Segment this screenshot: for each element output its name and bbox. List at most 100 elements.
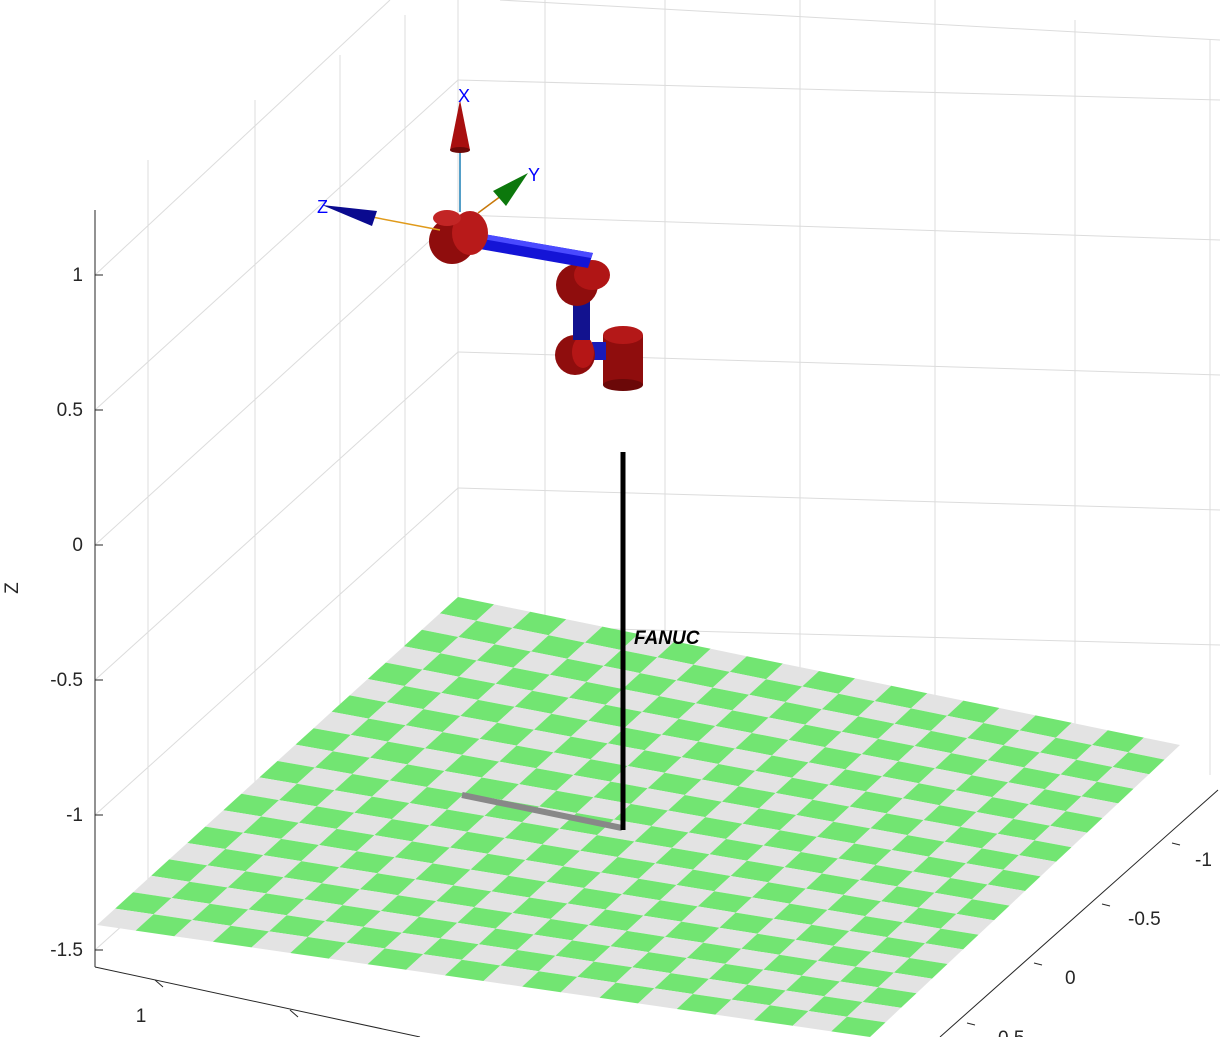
floor-tile — [630, 788, 685, 811]
z-axis-tick-labels: 1 0.5 0 -0.5 -1 -1.5 — [50, 265, 83, 961]
floor-tile — [792, 1011, 847, 1032]
floor-tile — [261, 800, 317, 823]
floor-tile — [692, 978, 748, 1000]
floor-tile — [752, 882, 806, 904]
floor-tile — [894, 708, 948, 731]
floor-tile — [657, 641, 711, 665]
floor-tile — [367, 662, 423, 686]
floor-tile — [359, 873, 416, 896]
floor-tile — [725, 948, 780, 970]
floor-tile — [135, 914, 193, 937]
floor-tile — [331, 695, 387, 719]
floor-tile — [370, 741, 425, 765]
floor-tile — [516, 729, 571, 753]
floor-tile — [789, 888, 844, 910]
floor-tile — [441, 676, 496, 700]
floor-tile — [808, 747, 862, 770]
floor-tile — [556, 775, 611, 798]
floor-tile — [1060, 759, 1113, 782]
z-axis-ticks — [95, 274, 103, 951]
floor-tile — [833, 931, 888, 952]
y-tick-label: -0.5 — [1128, 909, 1161, 930]
floor-tile — [907, 820, 961, 842]
floor-tile — [731, 984, 786, 1006]
floor-tile — [796, 799, 850, 822]
floor-tile — [972, 884, 1025, 906]
floor-tile — [845, 754, 899, 777]
floor-tile — [912, 856, 966, 878]
floor-tile — [336, 812, 392, 836]
y-tick-label: 0.5 — [998, 1028, 1024, 1037]
floor-tile — [476, 644, 531, 668]
floor-tile — [1050, 811, 1103, 833]
floor-tile — [577, 961, 633, 983]
floor-tile — [423, 692, 478, 716]
floor-tile — [225, 832, 282, 856]
floor-tile — [460, 699, 515, 723]
floor-tile — [881, 886, 935, 908]
floor-tile — [457, 907, 513, 929]
floor-tile — [621, 634, 675, 658]
floor-tile — [334, 774, 390, 797]
floor-tile — [875, 850, 929, 872]
floor-tile — [476, 604, 531, 628]
floor-tile — [768, 702, 822, 725]
floor-tile — [838, 678, 892, 702]
floor-tile — [763, 830, 817, 852]
floor-tile — [617, 841, 672, 864]
floor-tile — [878, 723, 931, 746]
floor-tile — [613, 803, 668, 826]
robot-link-2 — [573, 300, 590, 340]
floor-tile — [771, 740, 826, 763]
floor-tile — [251, 931, 308, 953]
floor-tile — [483, 965, 539, 987]
floor-tile — [245, 855, 302, 878]
floor-tile — [795, 924, 850, 946]
floor-tile — [902, 783, 956, 806]
floor-tile — [800, 836, 855, 859]
floor-tile — [709, 839, 764, 861]
floor-tile — [726, 823, 780, 846]
floor-tile — [549, 658, 604, 682]
floor-tile — [422, 653, 477, 677]
floor-tile — [640, 657, 694, 681]
floor-tile — [474, 891, 530, 913]
floor-tile — [281, 822, 337, 845]
robot-arm[interactable] — [429, 210, 643, 391]
floor-tile — [676, 994, 732, 1015]
x-tick-label: 1 — [136, 1006, 147, 1027]
floor-tile — [732, 694, 786, 718]
floor-tile — [918, 768, 972, 791]
floor-tile — [779, 939, 834, 961]
floor-tile — [741, 933, 796, 955]
floor-tile — [1076, 745, 1129, 767]
floor-tile — [678, 703, 733, 726]
floor-tile — [427, 771, 482, 794]
floor-tile — [478, 683, 533, 707]
floor-tile — [622, 673, 677, 697]
floor-tile — [313, 711, 369, 735]
floor-tile — [421, 613, 477, 637]
floor-tile — [947, 700, 1000, 723]
floor-tile — [512, 897, 568, 919]
floor-tile — [1024, 752, 1077, 775]
floor-tile — [442, 716, 498, 739]
floor-tile — [522, 971, 578, 993]
floor-tile — [956, 899, 1010, 921]
floor-tile — [910, 693, 964, 716]
floor-tile — [517, 934, 573, 956]
floor-tile — [599, 982, 655, 1004]
floor-tile — [785, 686, 839, 710]
floor-tile — [567, 642, 622, 666]
z-tick-label: 0 — [72, 535, 83, 556]
floor-tile — [567, 888, 622, 910]
robot-joint-3 — [429, 210, 488, 264]
floor-tile — [887, 922, 941, 944]
floor-tile — [391, 803, 447, 826]
floor-tile — [227, 871, 284, 894]
floor-tile — [859, 865, 913, 887]
floor-tile — [151, 859, 208, 882]
floor-tile — [923, 805, 977, 827]
floor-tile — [605, 689, 660, 712]
